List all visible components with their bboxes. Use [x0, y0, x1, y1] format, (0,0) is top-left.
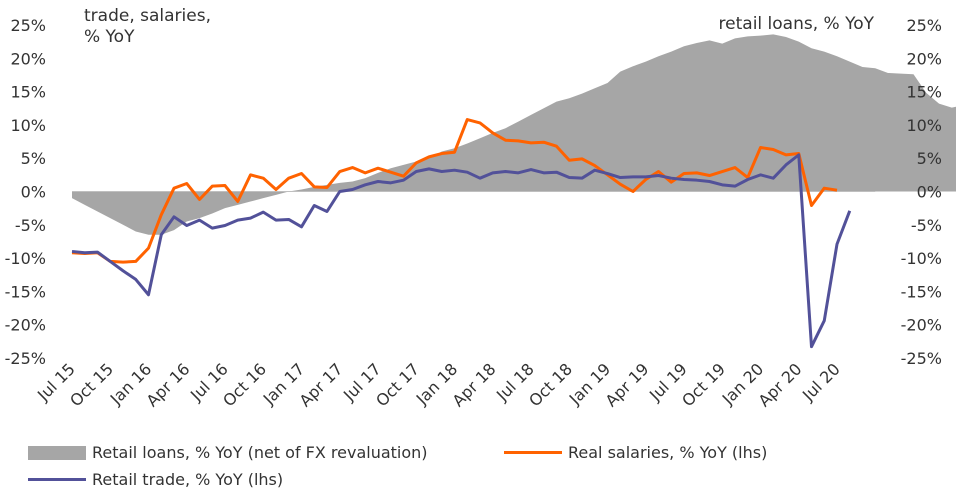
y-tick-left: -15% [5, 282, 46, 301]
chart-plot: 25%20%15%10%5%0%-5%-10%-15%-20%-25% 25%2… [5, 16, 956, 410]
left-axis-title: trade, salaries,% YoY [84, 6, 211, 47]
y-tick-left: 15% [10, 83, 46, 102]
y-tick-left: 20% [10, 49, 46, 68]
y-tick-right: 10% [906, 116, 942, 135]
legend-swatch-real-salaries [504, 451, 562, 454]
x-tick: Jul 20 [798, 359, 844, 405]
y-tick-right: -15% [901, 282, 942, 301]
y-tick-right: 25% [906, 16, 942, 35]
x-tick: Apr 18 [449, 359, 500, 410]
y-tick-left: -5% [15, 216, 46, 235]
legend-label-real-salaries: Real salaries, % YoY (lhs) [568, 443, 768, 462]
y-tick-right: -10% [901, 249, 942, 268]
y-tick-right: -5% [911, 216, 942, 235]
y-tick-left: -10% [5, 249, 46, 268]
area-retail-loans [72, 34, 956, 235]
legend-item-retail-loans: Retail loans, % YoY (net of FX revaluati… [28, 443, 428, 462]
right-axis-title: retail loans, % YoY [718, 14, 874, 34]
y-tick-left: -25% [5, 349, 46, 368]
left-y-axis: 25% 20% 15% 10% 5% 0% -5% -10% -15% -20% -25% [5, 16, 46, 368]
x-tick: Apr 20 [755, 359, 806, 410]
x-tick: Apr 19 [602, 359, 653, 410]
legend-label-retail-loans: Retail loans, % YoY (net of FX revaluati… [92, 443, 428, 462]
y-tick-right: -25% [901, 349, 942, 368]
legend-item-real-salaries: Real salaries, % YoY (lhs) [504, 443, 767, 462]
y-tick-right: 5% [917, 149, 942, 168]
legend-label-retail-trade: Retail trade, % YoY (lhs) [92, 470, 284, 489]
y-tick-right: 0% [917, 183, 942, 202]
y-tick-right: 20% [906, 49, 942, 68]
line-retail-trade [71, 153, 852, 349]
y-tick-left: 0% [21, 183, 46, 202]
y-tick-left: -20% [5, 316, 46, 335]
retail-loans-area-layer [72, 34, 956, 235]
right-y-axis: 25% 20% 15% 10% 5% 0% -5% -10% -15% -20% -25% [901, 16, 942, 368]
y-tick-left: 10% [10, 116, 46, 135]
line-series-layer [71, 118, 852, 349]
x-tick: Apr 17 [296, 359, 347, 410]
x-tick: Oct 15 [66, 359, 117, 410]
y-tick-right: 15% [906, 83, 942, 102]
x-tick: Oct 18 [525, 359, 576, 410]
y-tick-right: -20% [901, 316, 942, 335]
y-tick-left: 5% [21, 149, 46, 168]
x-tick: Oct 19 [678, 359, 729, 410]
x-tick: Oct 17 [372, 359, 423, 410]
legend-item-retail-trade: Retail trade, % YoY (lhs) [28, 470, 283, 489]
x-tick: Oct 16 [219, 359, 270, 410]
legend-swatch-retail-loans [28, 445, 86, 460]
legend-swatch-retail-trade [28, 478, 86, 481]
x-tick: Apr 16 [143, 359, 194, 410]
y-tick-left: 25% [10, 16, 46, 35]
line-real-salaries [71, 118, 838, 264]
